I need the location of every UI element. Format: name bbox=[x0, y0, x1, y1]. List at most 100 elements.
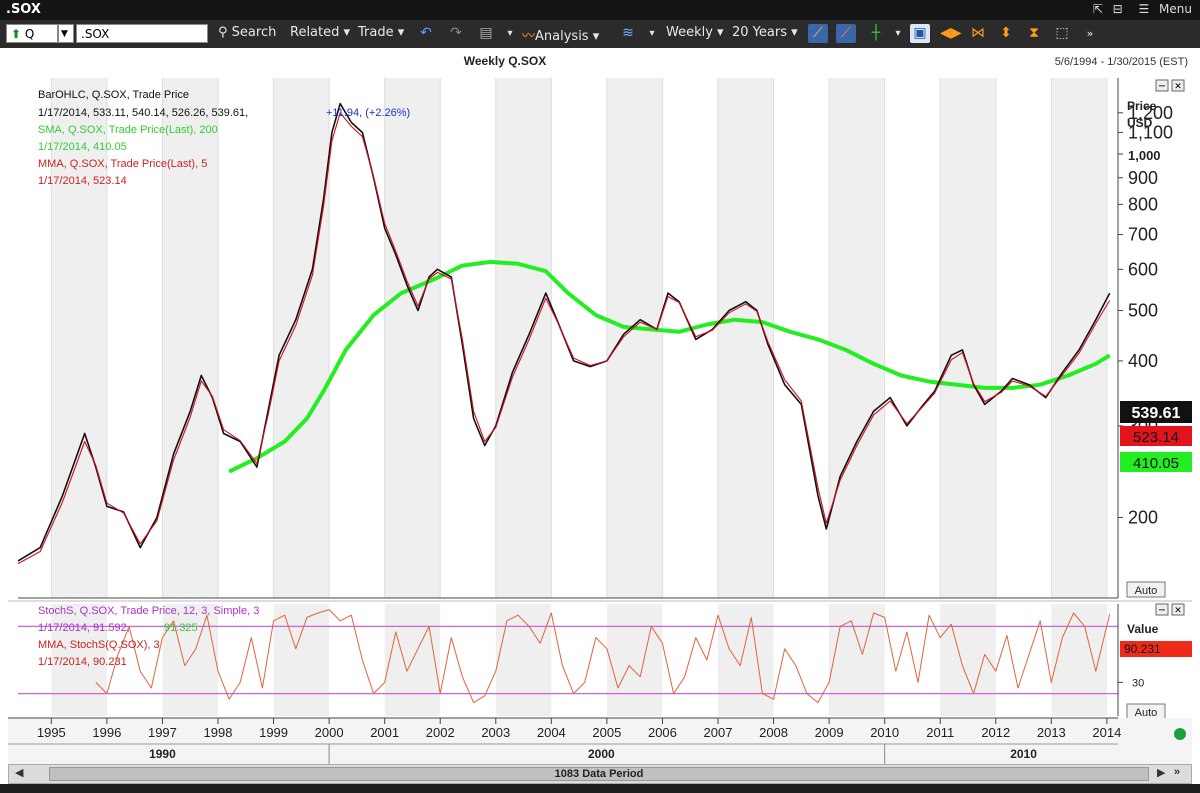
overlay-dropdown-icon[interactable]: ▾ bbox=[649, 28, 655, 39]
zoom-horizontal-icon[interactable]: ⋈ bbox=[971, 25, 985, 41]
stoch-panel-minimize-button[interactable] bbox=[1155, 603, 1169, 616]
grid-band bbox=[384, 78, 441, 598]
time-scrollbar[interactable]: ◀ 1083 Data Period ▶ » bbox=[8, 764, 1192, 784]
trade-menu[interactable]: Trade ▾ bbox=[358, 25, 405, 40]
scroll-right-icon[interactable]: ▶ bbox=[1157, 767, 1166, 779]
menu-button[interactable]: ☰ Menu bbox=[1132, 2, 1192, 16]
analysis-menu[interactable]: 〰Analysis ▾ bbox=[522, 29, 600, 44]
hamburger-icon: ☰ bbox=[1138, 2, 1154, 16]
x-tick-label: 1995 bbox=[37, 725, 66, 740]
close-icon: ✕ bbox=[1174, 606, 1182, 616]
related-label: Related bbox=[290, 25, 340, 40]
price-axis-title: Price bbox=[1127, 99, 1157, 113]
grid-band bbox=[162, 604, 218, 716]
y-tick-label: 200 bbox=[1128, 507, 1158, 527]
x-tick-label: 2010 bbox=[870, 725, 899, 740]
legend-stoch-value: 1/17/2014, 91.592, bbox=[38, 622, 130, 634]
y-tick-label: 900 bbox=[1128, 168, 1158, 188]
grid-band bbox=[495, 604, 552, 716]
grid-band bbox=[273, 78, 330, 598]
related-menu[interactable]: Related ▾ bbox=[290, 25, 351, 40]
x-ticks: 1995 1996 1997 1998 1999 2000 2001 2002 2003 2004… bbox=[37, 718, 1121, 740]
scroll-thumb[interactable]: 1083 Data Period bbox=[49, 767, 1149, 781]
symbol-input[interactable]: .SOX bbox=[76, 24, 208, 43]
legend-stoch-mma-value: 1/17/2014, 90.231 bbox=[38, 656, 127, 668]
grid-band bbox=[829, 78, 885, 598]
grid-band bbox=[51, 604, 107, 716]
undo-icon[interactable]: ↶ bbox=[420, 25, 432, 41]
x-tick-label: 1997 bbox=[148, 725, 177, 740]
trade-label: Trade bbox=[358, 25, 394, 40]
search-label: Search bbox=[231, 25, 277, 40]
stoch-panel-close-button[interactable] bbox=[1171, 603, 1185, 616]
grid-band bbox=[162, 78, 218, 598]
market-select[interactable]: ⬆ Q bbox=[6, 24, 58, 43]
grid-band bbox=[940, 78, 996, 598]
price-auto-button[interactable] bbox=[1126, 581, 1166, 598]
analysis-icon: 〰 bbox=[522, 29, 536, 44]
line-chart-icon[interactable]: ⟋ bbox=[808, 24, 828, 43]
y-tick-label: 1,100 bbox=[1128, 122, 1173, 142]
legend-stoch-mma-name: MMA, StochS(Q.SOX), 3 bbox=[38, 639, 160, 651]
interval-label: Weekly bbox=[666, 25, 713, 40]
y-tick-label: 1,000 bbox=[1128, 148, 1161, 163]
range-label: 20 Years bbox=[732, 25, 787, 40]
stoch-auto-label: Auto bbox=[1135, 707, 1158, 719]
toolbar: ⬆ Q ▼ .SOX ⚲ Search Related ▾ Trade ▾ ↶ … bbox=[0, 20, 1200, 49]
minimize-icon: − bbox=[1158, 81, 1166, 92]
legend-bar-change: +11.94, (+2.26%) bbox=[326, 107, 410, 119]
layout-icon[interactable]: ▣ bbox=[910, 24, 930, 43]
overlay-icon[interactable]: ≋ bbox=[622, 25, 634, 41]
x-tick-label: 2006 bbox=[648, 725, 677, 740]
last-mma-badge bbox=[1120, 426, 1192, 446]
zoom-select-icon[interactable]: ⬚ bbox=[1055, 25, 1069, 41]
scroll-end-icon[interactable]: » bbox=[1174, 766, 1181, 778]
x-tick-label: 2011 bbox=[926, 725, 954, 740]
grid-band bbox=[718, 604, 774, 716]
x-tick-label: 2001 bbox=[370, 725, 399, 740]
price-panel-close-button[interactable] bbox=[1171, 79, 1185, 92]
restore-icon[interactable]: ⊟ bbox=[1112, 2, 1123, 16]
x-tick-label: 2008 bbox=[759, 725, 788, 740]
stoch-last-badge bbox=[1120, 641, 1192, 657]
grid-band bbox=[606, 78, 663, 598]
grid-band bbox=[718, 78, 774, 598]
title-bar: .SOX ⇱ ⊟ ☰ Menu bbox=[0, 0, 1200, 20]
menu-label: Menu bbox=[1159, 2, 1192, 16]
last-sma-badge bbox=[1120, 452, 1192, 472]
more-tools-icon[interactable]: » bbox=[1086, 27, 1094, 40]
x-tick-label: 2003 bbox=[481, 725, 510, 740]
decade-label: 1990 bbox=[149, 747, 176, 761]
scroll-left-icon[interactable]: ◀ bbox=[15, 767, 24, 779]
legend-mma-name: MMA, Q.SOX, Trade Price(Last), 5 bbox=[38, 158, 207, 170]
stoch-y-ticks: 30 bbox=[1118, 677, 1144, 689]
symbol-value: .SOX bbox=[81, 27, 110, 41]
chart-area[interactable]: Weekly Q.SOX 5/6/1994 - 1/30/2015 (EST) … bbox=[0, 48, 1200, 764]
pin-icon[interactable]: ⇱ bbox=[1092, 2, 1103, 16]
compare-chart-icon[interactable]: ⟋ bbox=[836, 24, 856, 43]
scroll-horizontal-icon[interactable]: ◀▶ bbox=[940, 25, 962, 41]
close-icon: ✕ bbox=[1174, 82, 1182, 92]
legend-mma-value: 1/17/2014, 523.14 bbox=[38, 175, 127, 187]
grid-band bbox=[273, 604, 330, 716]
interval-select[interactable]: Weekly ▾ bbox=[666, 25, 724, 40]
zoom-vertical-icon[interactable]: ⧗ bbox=[1029, 25, 1039, 41]
price-panel-minimize-button[interactable] bbox=[1155, 79, 1169, 92]
redo-icon[interactable]: ↷ bbox=[450, 25, 462, 41]
folder-dropdown-icon[interactable]: ▾ bbox=[507, 28, 513, 39]
y-tick-label: 500 bbox=[1128, 301, 1158, 321]
range-select[interactable]: 20 Years ▾ bbox=[732, 25, 798, 40]
folder-icon[interactable]: ▤ bbox=[479, 25, 493, 41]
search-button[interactable]: ⚲ Search bbox=[218, 25, 276, 40]
x-tick-label: 1998 bbox=[204, 725, 233, 740]
crosshair-dropdown-icon[interactable]: ▾ bbox=[895, 28, 901, 39]
market-dropdown-button[interactable]: ▼ bbox=[58, 24, 74, 43]
scroll-vertical-icon[interactable]: ⬍ bbox=[1000, 25, 1012, 41]
crosshair-icon[interactable]: ┼ bbox=[871, 25, 881, 41]
grid-band bbox=[606, 604, 663, 716]
stoch-series-line bbox=[95, 609, 1111, 704]
up-arrow-icon: ⬆ bbox=[11, 27, 22, 41]
x-tick-label: 1999 bbox=[259, 725, 288, 740]
